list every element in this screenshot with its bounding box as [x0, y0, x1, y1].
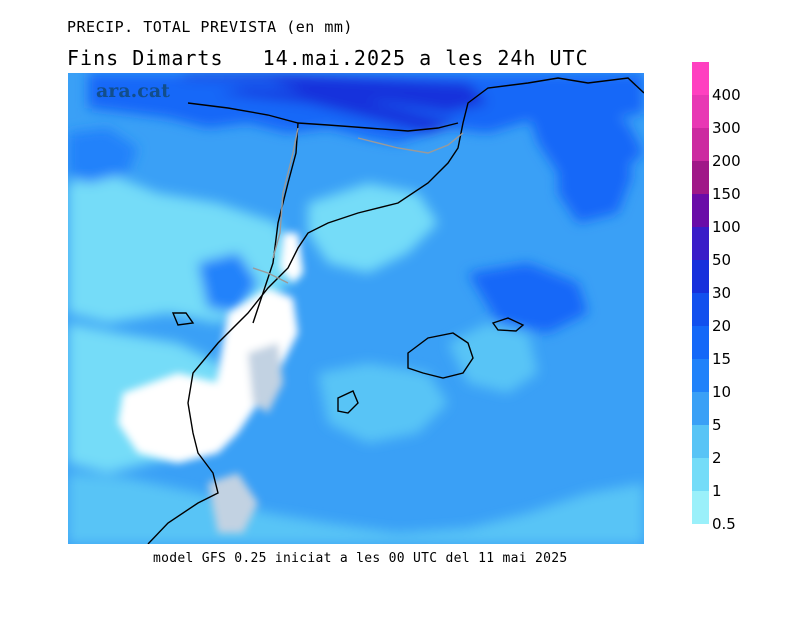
light-south [68, 473, 644, 544]
legend-label-150: 150 [712, 185, 741, 203]
legend-swatch-150 [692, 161, 709, 194]
watermark-logo: ara.cat [96, 80, 170, 102]
legend-label-300: 300 [712, 119, 741, 137]
border-grey-3 [252, 267, 289, 284]
legend-swatch-0.5 [692, 491, 709, 524]
legend-swatch-15 [692, 326, 709, 359]
light-east [448, 323, 538, 393]
mid-east-2 [558, 143, 633, 223]
legend-label-400: 400 [712, 86, 741, 104]
border-grey-2 [357, 132, 464, 154]
legend-label-30: 30 [712, 284, 732, 302]
land-shade-1 [248, 343, 283, 413]
border-grey-1 [272, 127, 299, 259]
legend-swatch-5 [692, 392, 709, 425]
mid-west-blob [68, 128, 138, 183]
legend-swatch-1 [692, 458, 709, 491]
island-mallorca [407, 332, 474, 379]
border-north [187, 102, 459, 132]
map-subtitle: Fins Dimarts 14.mai.2025 a les 24h UTC [67, 46, 589, 70]
model-footer: model GFS 0.25 iniciat a les 00 UTC del … [153, 551, 568, 566]
legend-label-10: 10 [712, 383, 732, 401]
legend-label-100: 100 [712, 218, 741, 236]
legend-swatch-30 [692, 260, 709, 293]
legend-swatch-50 [692, 227, 709, 260]
mid-east-balearic [468, 263, 588, 333]
legend-swatch-100 [692, 194, 709, 227]
legend-label-1: 1 [712, 482, 722, 500]
legend: 400 300 200 150 100 50 30 20 15 10 5 2 1 0.5 [692, 62, 792, 533]
legend-swatch-300 [692, 95, 709, 128]
legend-label-0.5: 0.5 [712, 515, 736, 533]
legend-swatch-200 [692, 128, 709, 161]
legend-label-2: 2 [712, 449, 722, 467]
legend-swatch-20 [692, 293, 709, 326]
map-title: PRECIP. TOTAL PREVISTA (en mm) [67, 18, 353, 36]
legend-label-5: 5 [712, 416, 722, 434]
legend-label-15: 15 [712, 350, 732, 368]
legend-swatch-400 [692, 62, 709, 95]
heavy-core-north-2 [218, 88, 458, 133]
legend-swatch-2 [692, 425, 709, 458]
legend-label-50: 50 [712, 251, 732, 269]
legend-label-200: 200 [712, 152, 741, 170]
legend-swatch-10 [692, 359, 709, 392]
mid-west-blob-2 [198, 253, 258, 313]
legend-label-20: 20 [712, 317, 732, 335]
coast-small-1 [171, 312, 195, 326]
light-sea [318, 363, 448, 443]
precipitation-map [68, 73, 644, 544]
heavy-core-north [178, 73, 488, 113]
island-menorca [491, 317, 525, 332]
dry-patch-interior [118, 373, 233, 463]
light-center-east [308, 183, 438, 273]
border-interior [252, 122, 299, 324]
island-ibiza [337, 390, 359, 414]
land-shade-2 [208, 473, 258, 533]
coastline-mainland [147, 77, 644, 544]
